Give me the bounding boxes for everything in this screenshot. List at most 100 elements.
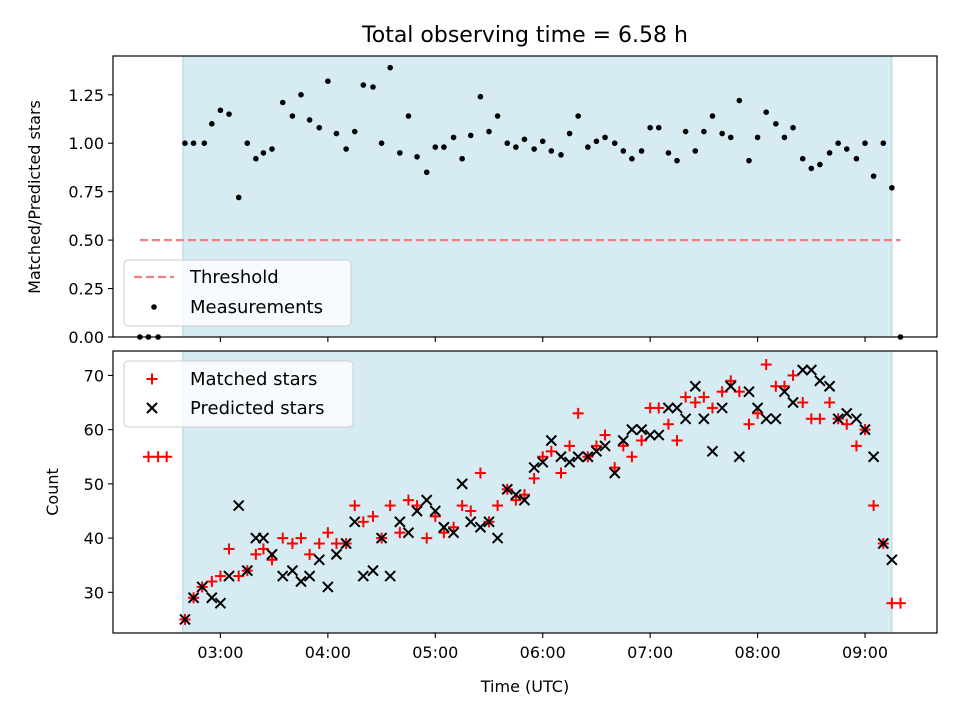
- measurements-point: [441, 144, 447, 150]
- bottom-axes-frame: [112, 350, 938, 634]
- legend-measurements-label: Measurements: [190, 297, 323, 318]
- predicted-stars-point: [671, 402, 683, 414]
- matched-stars-point: [510, 494, 522, 506]
- predicted-stars-point: [501, 483, 513, 495]
- x-b: [599, 440, 611, 452]
- predicted-stars-point: [823, 380, 836, 392]
- bottom-y-tick-label: 40: [84, 529, 104, 548]
- predicted-stars-point: [886, 554, 898, 566]
- measurements-point: [655, 124, 662, 131]
- predicted-stars-point: [644, 429, 656, 441]
- predicted-stars-point: [429, 505, 442, 517]
- x-b: [456, 478, 468, 490]
- measurements-point: [647, 124, 653, 131]
- bottom-y-tick-label: 30: [84, 583, 104, 602]
- x-tick-label: 04:00: [305, 643, 351, 662]
- measurements-point: [201, 140, 208, 147]
- measurements-point: [620, 148, 627, 154]
- matched-stars-point: [330, 538, 342, 550]
- predicted-stars-point: [394, 516, 406, 528]
- x-b: [832, 413, 844, 425]
- measurements-point: [638, 148, 645, 154]
- predicted-stars-point: [662, 402, 675, 414]
- measurements-point: [190, 140, 197, 147]
- measurements-point: [746, 157, 752, 164]
- matched-stars-point: [894, 597, 906, 609]
- predicted-stars-point: [778, 385, 791, 398]
- x-b: [286, 564, 299, 577]
- x-b: [510, 489, 522, 501]
- x-b: [384, 570, 396, 582]
- predicted-stars-point: [867, 451, 880, 463]
- measurements-point: [531, 146, 537, 152]
- x-b: [644, 429, 656, 441]
- predicted-stars-point: [528, 461, 540, 474]
- predicted-stars-point: [232, 499, 245, 512]
- measurements-point: [405, 113, 412, 119]
- predicted-stars-point: [563, 456, 576, 468]
- predicted-stars-point: [805, 364, 818, 376]
- predicted-stars-point: [483, 516, 495, 528]
- predicted-stars-point: [206, 592, 218, 604]
- predicted-stars-point: [303, 570, 316, 582]
- x-b: [241, 564, 253, 577]
- measurements-point: [736, 97, 743, 104]
- measurements-point: [414, 153, 420, 160]
- x-b: [725, 380, 737, 392]
- measurements-point: [459, 155, 465, 162]
- measurements-point: [763, 109, 769, 115]
- measurements-point: [432, 144, 439, 150]
- matched-stars-point: [671, 434, 683, 446]
- matched-stars-point: [142, 451, 154, 463]
- measurements-point: [423, 169, 430, 176]
- measurements-point: [575, 113, 581, 119]
- matched-stars-point: [367, 510, 379, 522]
- measurements-point: [719, 130, 725, 137]
- measurements-point: [754, 134, 761, 141]
- measurements-point: [244, 140, 251, 147]
- matched-stars-point: [357, 516, 369, 528]
- matched-stars-point: [590, 440, 602, 452]
- legend-measurements-swatch: [151, 304, 157, 310]
- measurements-point: [773, 121, 779, 127]
- measurements-point: [826, 150, 833, 156]
- x-b: [608, 467, 621, 479]
- matched-stars-point: [438, 527, 450, 539]
- matched-stars-point: [868, 500, 880, 512]
- measurements-point: [360, 82, 367, 88]
- measurements-point: [209, 121, 215, 127]
- matched-stars-point: [313, 538, 325, 550]
- predicted-stars-point: [608, 467, 621, 479]
- matched-stars-point: [545, 445, 557, 457]
- measurements-point: [343, 146, 349, 152]
- x-tick-label: 09:00: [842, 643, 888, 662]
- matched-stars-point: [250, 548, 262, 560]
- measurements-point: [306, 117, 313, 123]
- measurements-point: [682, 128, 689, 135]
- x-b: [698, 413, 710, 425]
- measurements-point: [539, 138, 546, 145]
- x-b: [653, 429, 665, 441]
- predicted-stars-point: [447, 526, 460, 539]
- x-tick-label: 03:00: [197, 643, 243, 662]
- matched-stars-point: [572, 407, 584, 419]
- x-b: [295, 575, 307, 588]
- matched-stars-point: [555, 467, 567, 479]
- matched-stars-point: [733, 386, 745, 398]
- matched-stars-point: [492, 500, 504, 512]
- matched-stars-point: [787, 369, 799, 381]
- matched-stars-point: [778, 380, 790, 392]
- matched-stars-point: [537, 451, 549, 463]
- matched-stars-point: [760, 359, 772, 371]
- matched-stars-point: [322, 527, 334, 539]
- measurements-point: [253, 155, 259, 162]
- matched-stars-point: [636, 434, 648, 446]
- predicted-stars-point: [286, 564, 299, 577]
- predicted-stars-point: [725, 380, 737, 392]
- measurements-point: [477, 93, 484, 100]
- measurements-point: [880, 140, 887, 147]
- measurements-point: [325, 78, 331, 84]
- predicted-stars-point: [733, 451, 746, 463]
- measurements-point: [835, 140, 841, 147]
- predicted-stars-point: [384, 570, 396, 582]
